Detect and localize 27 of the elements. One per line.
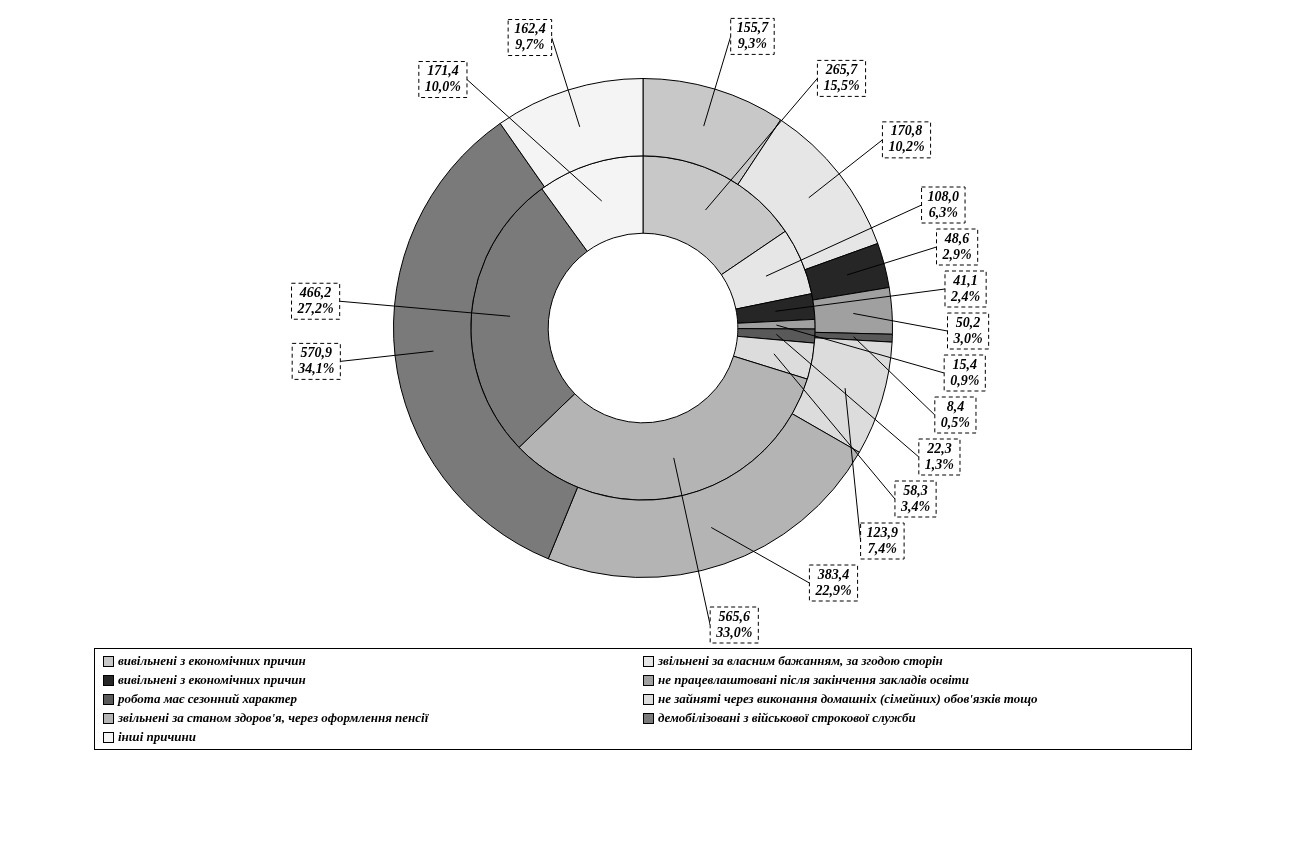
data-label: 383,4 22,9% bbox=[814, 566, 852, 598]
legend-label: демобілізовані з військової строкової служби bbox=[658, 710, 916, 726]
data-label: 15,4 0,9% bbox=[950, 356, 980, 388]
legend-label: не працевлаштовані після закінчення закладів освіти bbox=[658, 672, 969, 688]
data-label: 171,4 10,0% bbox=[424, 63, 461, 95]
data-label: 22,3 1,3% bbox=[924, 440, 954, 472]
legend-label: звільнені за станом здоров'я, через оформлення пенсії bbox=[118, 710, 429, 726]
data-label: 565,6 33,0% bbox=[715, 608, 753, 640]
data-label: 50,2 3,0% bbox=[952, 314, 983, 346]
data-label: 48,6 2,9% bbox=[941, 230, 972, 262]
legend-label: звільнені за власним бажанням, за згодою сторін bbox=[658, 653, 943, 669]
legend-label: вивільнені з економічних причин bbox=[118, 672, 306, 688]
legend-label: робота має сезонний характер bbox=[118, 691, 297, 707]
data-label: 58,3 3,4% bbox=[899, 482, 931, 514]
data-label: 155,7 9,3% bbox=[736, 20, 770, 52]
data-label: 570,9 34,1% bbox=[297, 344, 335, 376]
legend-label: не зайняті через виконання домашніх (сімейних) обов'язків тощо bbox=[658, 691, 1038, 707]
data-label: 265,7 15,5% bbox=[823, 62, 860, 94]
data-label: 170,8 10,2% bbox=[888, 123, 925, 155]
legend-label: вивільнені з економічних причин bbox=[118, 653, 306, 669]
data-label: 123,9 7,4% bbox=[866, 524, 899, 556]
data-label: 108,0 6,3% bbox=[927, 188, 960, 220]
data-label: 162,4 9,7% bbox=[514, 21, 546, 53]
data-label: 8,4 0,5% bbox=[940, 398, 970, 430]
legend-label: інші причини bbox=[118, 729, 196, 745]
data-label: 41,1 2,4% bbox=[949, 272, 981, 304]
data-label: 466,2 27,2% bbox=[296, 284, 334, 316]
